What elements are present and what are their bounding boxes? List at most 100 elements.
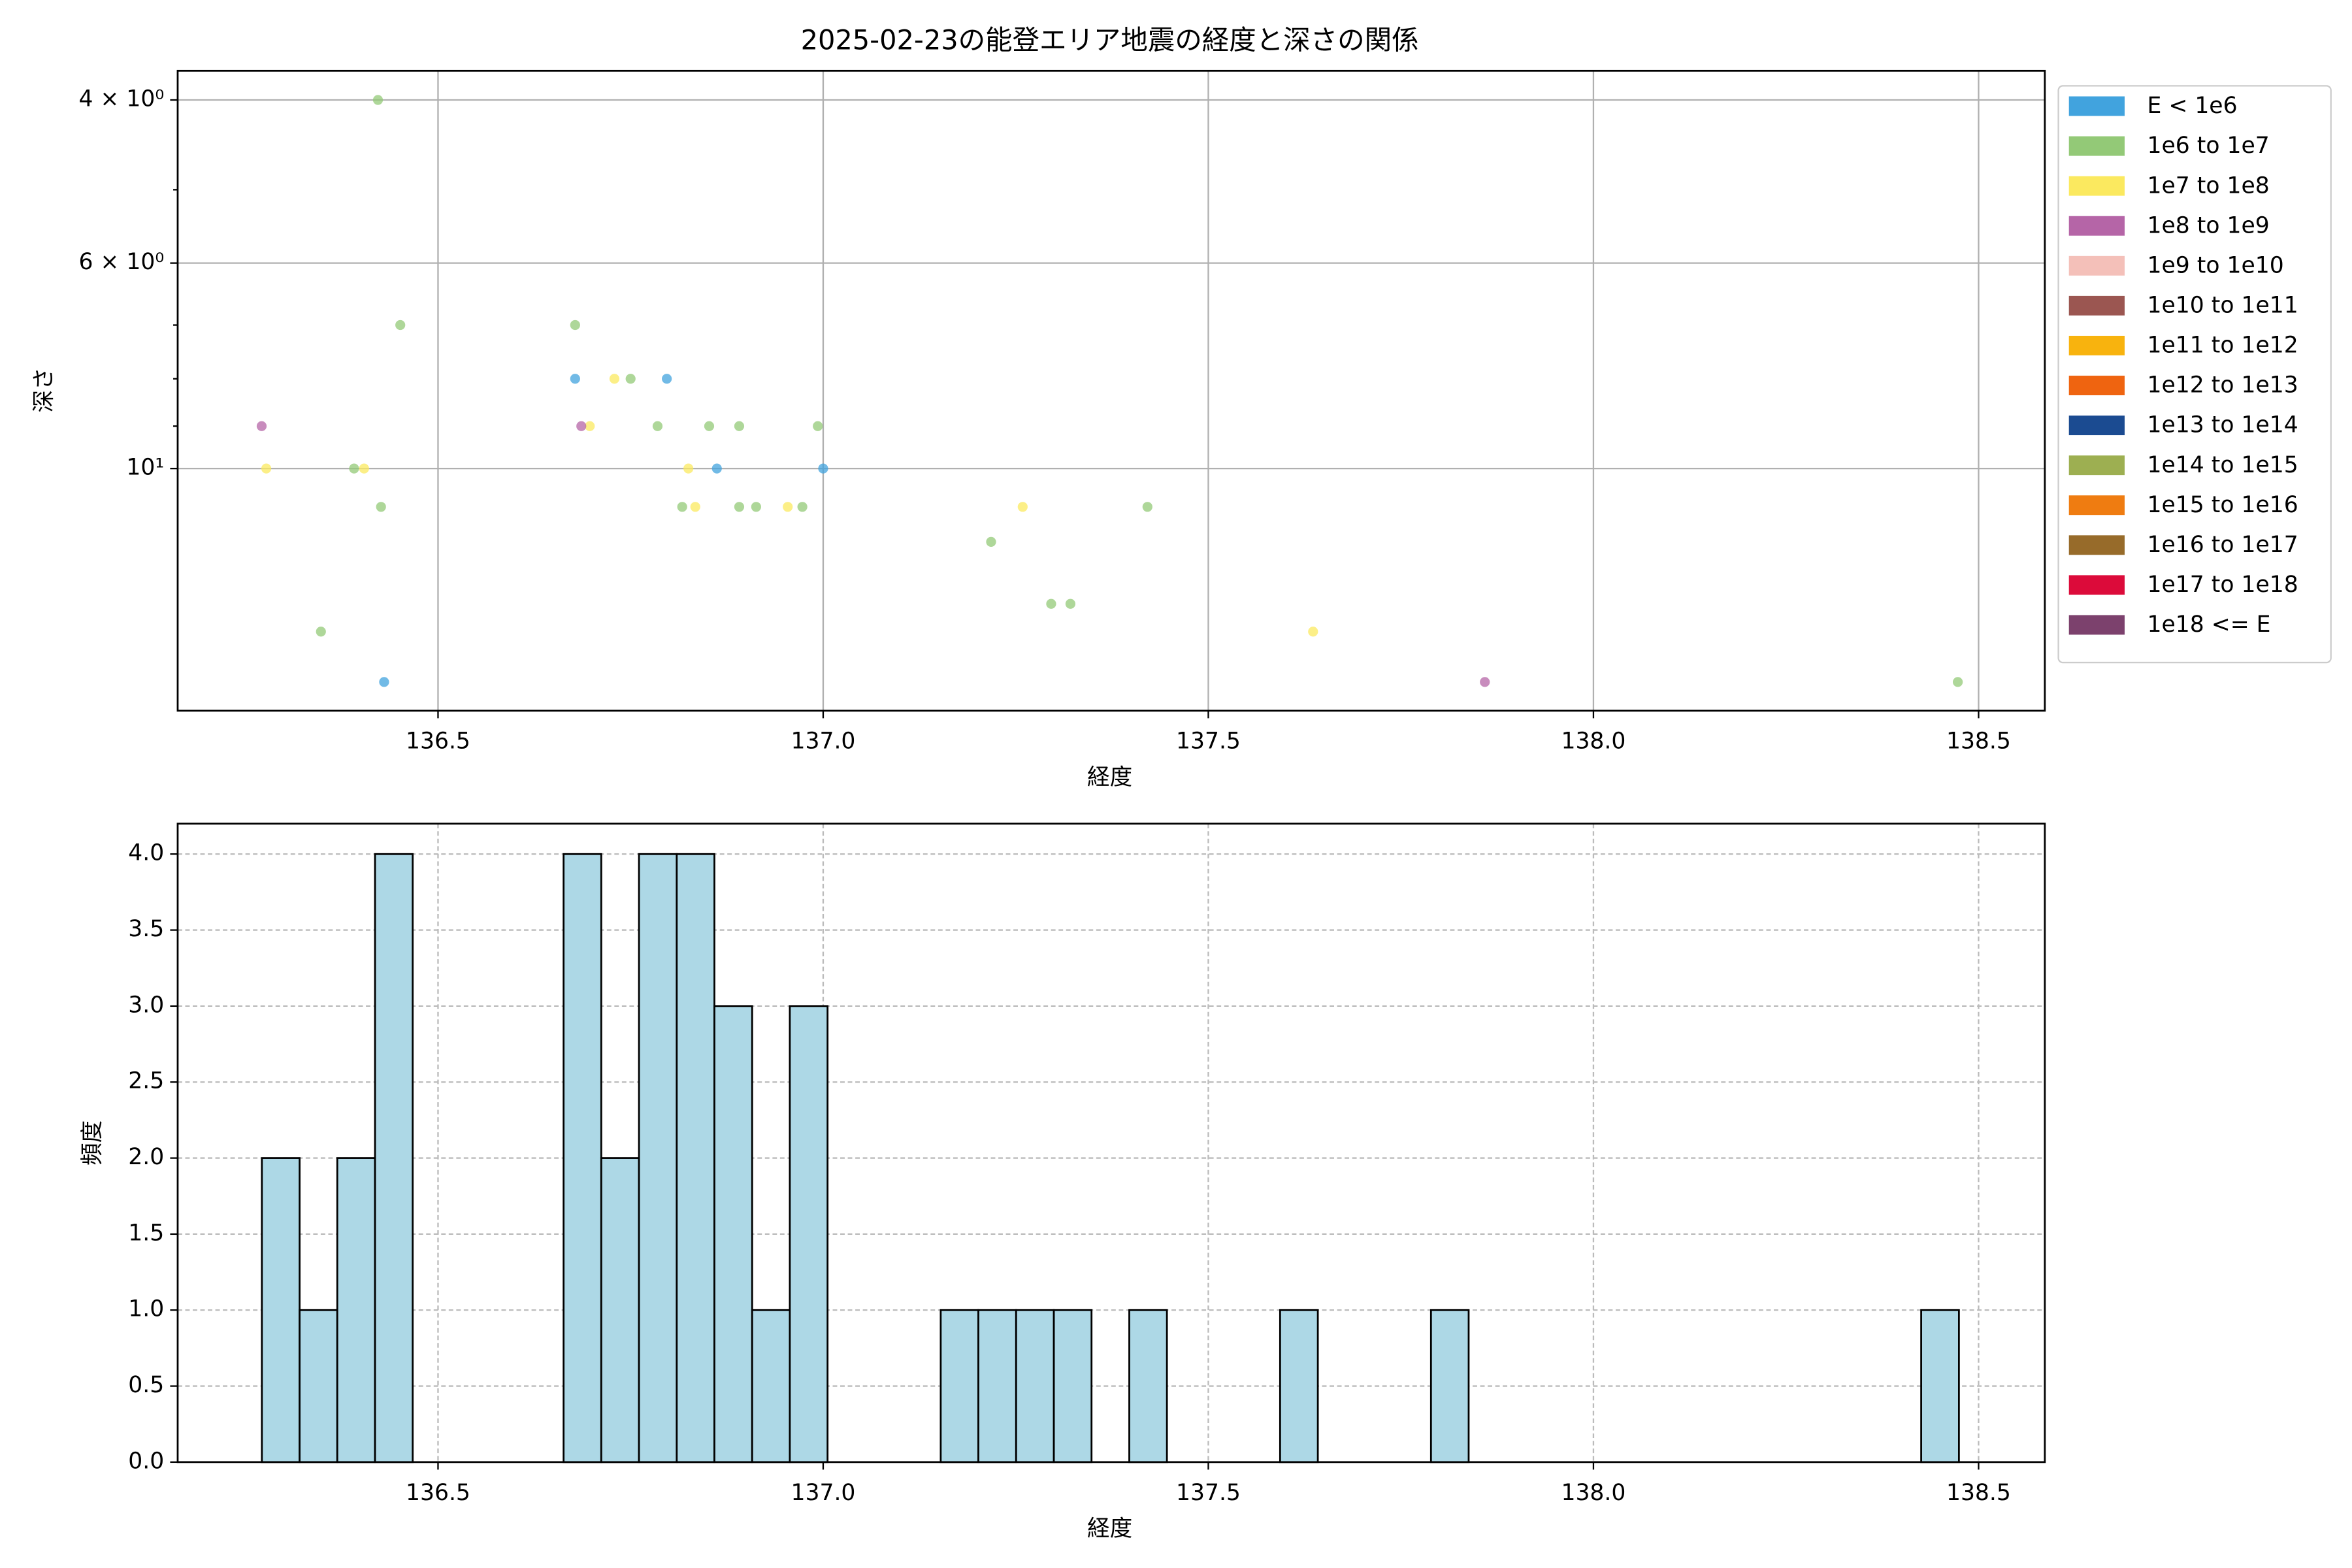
bar: [713, 1005, 753, 1463]
y-axis-label: 深さ: [31, 367, 57, 412]
point: [711, 463, 722, 474]
x-tick-label: 136.5: [406, 1480, 470, 1506]
y-tick-label: 3.0: [128, 992, 164, 1018]
point: [1480, 677, 1490, 687]
bar: [751, 1309, 791, 1463]
x-tick-label: 137.5: [1176, 1480, 1241, 1506]
point: [359, 463, 369, 474]
point: [652, 421, 663, 431]
point: [818, 463, 828, 474]
point: [662, 374, 672, 384]
y-tick-label: 4 × 10⁰: [78, 86, 164, 112]
legend-swatch: [2068, 416, 2125, 436]
bar: [336, 1157, 376, 1463]
y-tick-label: 10¹: [126, 455, 164, 481]
point: [576, 421, 587, 431]
y-tick-label: 2.0: [128, 1144, 164, 1170]
legend-label: 1e6 to 1e7: [2148, 133, 2270, 159]
y-tick-label: 3.5: [128, 916, 164, 942]
point: [813, 421, 823, 431]
legend-label: 1e16 to 1e17: [2148, 532, 2298, 558]
y-tick-label: 1.5: [128, 1220, 164, 1246]
legend-label: 1e18 <= E: [2148, 612, 2271, 638]
x-tick-label: 137.0: [791, 728, 855, 755]
bar: [1429, 1309, 1470, 1463]
point: [1953, 677, 1963, 687]
point: [376, 502, 386, 512]
point: [349, 463, 359, 474]
legend-label: E < 1e6: [2148, 93, 2238, 119]
legend-label: 1e10 to 1e11: [2148, 293, 2298, 319]
y-tick-label: 2.5: [128, 1068, 164, 1094]
point: [1017, 502, 1028, 512]
point: [585, 421, 595, 431]
legend-box: [2057, 85, 2332, 664]
x-tick-label: 137.0: [791, 1480, 855, 1506]
point: [372, 95, 384, 105]
point: [1308, 627, 1318, 637]
legend-swatch: [2068, 255, 2125, 276]
bar: [299, 1309, 338, 1463]
legend-swatch: [2068, 176, 2125, 196]
bar: [939, 1309, 979, 1463]
point: [1142, 502, 1152, 512]
legend-swatch: [2068, 376, 2125, 395]
bar: [600, 1157, 640, 1463]
point: [677, 502, 687, 512]
bar: [676, 853, 715, 1463]
bar: [563, 853, 602, 1463]
point: [734, 421, 745, 431]
y-axis-label: 頻度: [79, 1120, 105, 1166]
point: [734, 502, 745, 512]
bar: [1053, 1309, 1093, 1463]
x-tick-label: 137.5: [1176, 728, 1241, 755]
point: [783, 502, 793, 512]
legend-swatch: [2068, 455, 2125, 476]
bar: [977, 1309, 1017, 1463]
x-axis-label: 経度: [1087, 1516, 1132, 1542]
point: [261, 463, 272, 474]
plot-frame: [176, 823, 2046, 1463]
legend-swatch: [2068, 495, 2125, 515]
point: [570, 319, 580, 331]
point: [683, 463, 694, 474]
legend-swatch: [2068, 615, 2125, 635]
bar: [789, 1005, 829, 1463]
legend-swatch: [2068, 295, 2125, 316]
bar: [638, 853, 678, 1463]
legend-label: 1e7 to 1e8: [2148, 172, 2270, 199]
bar: [1128, 1309, 1168, 1463]
point: [395, 319, 406, 331]
legend-swatch: [2068, 535, 2125, 555]
point: [625, 374, 636, 384]
point: [704, 421, 715, 431]
legend-swatch: [2068, 335, 2125, 355]
legend-label: 1e13 to 1e14: [2148, 412, 2298, 438]
point: [256, 421, 267, 431]
y-tick-label: 6 × 10⁰: [78, 249, 164, 275]
x-tick-label: 136.5: [406, 728, 470, 755]
x-tick-label: 138.5: [1946, 728, 2011, 755]
legend-label: 1e9 to 1e10: [2148, 252, 2284, 278]
point: [1065, 598, 1076, 609]
y-tick-label: 4.0: [128, 840, 164, 866]
plot-frame: [176, 69, 2046, 712]
point: [570, 374, 580, 384]
point: [690, 502, 700, 512]
bar: [374, 853, 414, 1463]
point: [609, 374, 620, 384]
legend-label: 1e14 to 1e15: [2148, 452, 2298, 478]
legend-label: 1e15 to 1e16: [2148, 492, 2298, 518]
chart-title: 2025-02-23の能登エリア地震の経度と深さの関係: [801, 24, 1419, 56]
x-tick-label: 138.0: [1561, 1480, 1625, 1506]
point: [986, 536, 996, 547]
x-tick-label: 138.5: [1946, 1480, 2011, 1506]
y-tick-label: 0.0: [128, 1448, 164, 1474]
point: [1046, 598, 1056, 609]
x-tick-label: 138.0: [1561, 728, 1625, 755]
legend-label: 1e11 to 1e12: [2148, 333, 2298, 359]
x-axis-label: 経度: [1087, 764, 1132, 791]
point: [797, 502, 808, 512]
